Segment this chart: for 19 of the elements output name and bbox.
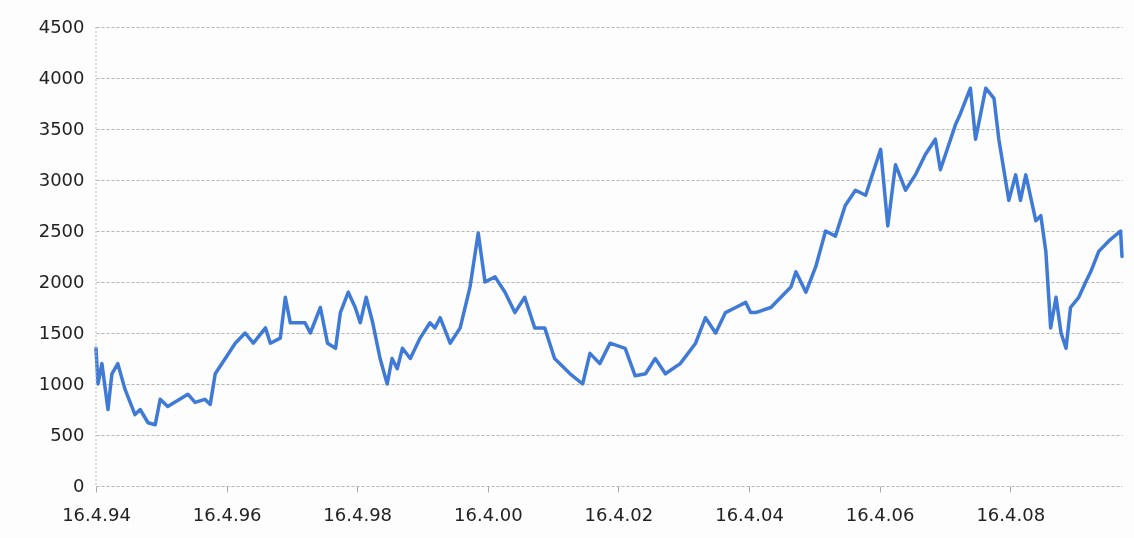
x-tick-label: 16.4.06 bbox=[845, 503, 915, 525]
y-tick-label: 4500 bbox=[38, 15, 85, 37]
y-tick-label: 1500 bbox=[38, 321, 85, 343]
y-tick-label: 500 bbox=[50, 423, 85, 445]
y-tick-label: 1000 bbox=[38, 372, 85, 394]
x-tick-label: 16.4.02 bbox=[584, 503, 654, 525]
y-tick-label: 2000 bbox=[38, 270, 85, 292]
x-tick-label: 16.4.08 bbox=[976, 503, 1046, 525]
y-tick-label: 2500 bbox=[38, 219, 85, 241]
x-tick-label: 16.4.04 bbox=[715, 503, 784, 525]
x-tick-label: 16.4.98 bbox=[323, 503, 393, 525]
x-tick-label: 16.4.96 bbox=[192, 503, 262, 525]
y-tick-label: 3500 bbox=[38, 117, 85, 139]
x-tick-label: 16.4.00 bbox=[454, 503, 523, 525]
y-tick-label: 3000 bbox=[38, 168, 85, 190]
line-series bbox=[94, 86, 1124, 427]
y-tick-label: 4000 bbox=[38, 66, 85, 88]
y-tick-label: 0 bbox=[73, 474, 85, 496]
x-tick-label: 16.4.94 bbox=[62, 503, 131, 525]
